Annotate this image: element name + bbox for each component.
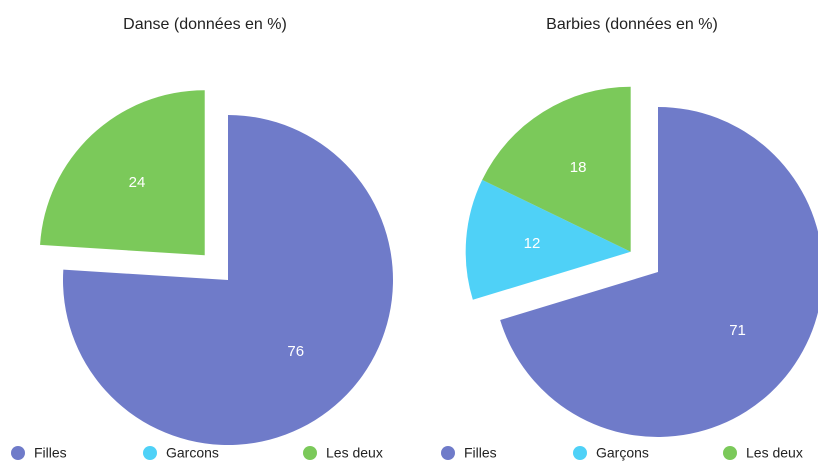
legend-label: Les deux <box>326 445 383 461</box>
chart-title: Danse (données en %) <box>123 16 287 33</box>
data-label: 18 <box>570 159 587 176</box>
legend-label: Garcons <box>166 445 219 461</box>
legend-swatch <box>441 446 455 460</box>
pie-slice <box>465 179 631 300</box>
legend-label: Filles <box>34 445 67 461</box>
data-label: 24 <box>129 174 146 191</box>
legend-label: Garçons <box>596 445 649 461</box>
legend-label: Les deux <box>746 445 803 461</box>
pie-slice <box>40 90 205 256</box>
data-label: 71 <box>729 322 746 339</box>
data-label: 12 <box>524 235 541 252</box>
legend-swatch <box>143 446 157 460</box>
legend-swatch <box>573 446 587 460</box>
data-label: 76 <box>287 343 304 360</box>
legend-swatch <box>303 446 317 460</box>
legend-swatch <box>11 446 25 460</box>
legend-label: Filles <box>464 445 497 461</box>
pie-slice <box>62 115 394 446</box>
pie-slice <box>500 107 818 437</box>
pie-slice <box>482 86 631 252</box>
chart-title: Barbies (données en %) <box>546 16 718 33</box>
legend-swatch <box>723 446 737 460</box>
